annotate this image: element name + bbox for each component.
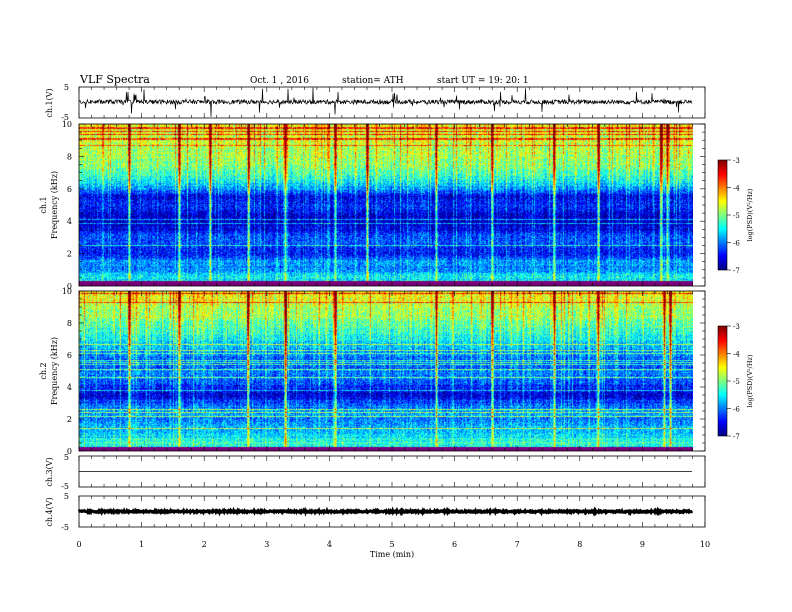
frequency-tick-label: 4 [67, 217, 72, 226]
time-tick-label: 9 [640, 540, 645, 549]
time-tick-label: 0 [76, 540, 81, 549]
frequency-tick-label: 6 [67, 185, 72, 194]
date-label: Oct. 1 , 2016 [250, 76, 309, 86]
ch2-spectrogram-ylabel-frequency: Frequency (kHz) [50, 337, 59, 405]
ch3-ytick-top: 5 [64, 453, 69, 462]
ch1-colorbar [718, 160, 727, 270]
frequency-tick-label: 0 [67, 282, 72, 291]
ch1-waveform-panel: 5 -5 ch.1(V) [45, 83, 706, 122]
frequency-tick-label: 0 [67, 447, 72, 456]
ch4-waveform-ticks [78, 496, 706, 527]
ch4-waveform-ylabel: ch.4(V) [45, 497, 54, 526]
ch1-waveform-ticks [78, 87, 706, 118]
ch4-waveform-panel: 5 -5 ch.4(V) [45, 492, 706, 532]
figure-title: VLF Spectra [79, 73, 150, 86]
time-tick-label: 10 [700, 540, 710, 549]
ch1-spectrogram-ylabel-frequency: Frequency (kHz) [50, 171, 59, 239]
frequency-tick-label: 6 [67, 351, 72, 360]
ch2-frequency-ticks: 0 2 4 6 8 10 [62, 287, 705, 456]
frequency-tick-label: 4 [67, 383, 72, 392]
colorbar-tick-label: -7 [733, 433, 740, 441]
ch2-spectrogram-xticks [78, 291, 706, 451]
ch3-ytick-bottom: -5 [61, 482, 69, 491]
colorbar-tick-label: -4 [733, 351, 740, 359]
ch1-ytick-top: 5 [64, 83, 69, 92]
colorbar-tick-label: -6 [733, 406, 740, 414]
station-label: station= ATH [342, 76, 404, 86]
ch1-colorbar-ticks: -3 -4 -5 -6 -7 [727, 157, 740, 275]
ch2-colorbar-ticks: -3 -4 -5 -6 -7 [727, 323, 740, 441]
time-tick-label: 6 [452, 540, 457, 549]
ch2-colorbar [718, 326, 727, 436]
ch1-waveform-trace [79, 87, 693, 117]
colorbar-tick-label: -7 [733, 267, 740, 275]
time-tick-label: 7 [515, 540, 520, 549]
time-tick-label: 5 [389, 540, 394, 549]
ch1-spectrogram-image [79, 124, 693, 286]
start-time-label: start UT = 19: 20: 1 [437, 76, 529, 86]
colorbar-tick-label: -3 [733, 157, 740, 165]
time-tick-label: 8 [577, 540, 582, 549]
ch3-waveform-panel: 5 -5 ch.3(V) [45, 453, 706, 491]
ch3-waveform-ylabel: ch.3(V) [45, 457, 54, 486]
ch4-waveform-trace [77, 506, 694, 517]
ch1-spectrogram-xticks [78, 124, 706, 286]
time-tick-label: 3 [264, 540, 269, 549]
ch4-ytick-top: 5 [64, 492, 69, 501]
colorbar-tick-label: -3 [733, 323, 740, 331]
ch2-colorbar-label: log(PSD)(V²/Hz) [746, 354, 754, 407]
time-tick-label: 4 [327, 540, 332, 549]
time-axis-tick-labels: 0 1 2 3 4 5 6 7 8 9 10 [76, 540, 710, 549]
ch1-frequency-ticks: 0 2 4 6 8 10 [62, 120, 705, 291]
colorbar-tick-label: -6 [733, 240, 740, 248]
time-axis-label: Time (min) [370, 550, 414, 559]
frequency-tick-label: 2 [67, 415, 72, 424]
ch3-waveform-ticks [78, 456, 706, 487]
frequency-tick-label: 8 [67, 152, 72, 161]
ch1-spectrogram-ylabel-channel: ch.1 [39, 196, 48, 213]
colorbar-tick-label: -4 [733, 185, 740, 193]
ch1-ytick-bottom: -5 [61, 113, 69, 122]
frequency-tick-label: 2 [67, 250, 72, 259]
ch2-spectrogram-ylabel-channel: ch.2 [39, 362, 48, 379]
time-tick-label: 1 [139, 540, 144, 549]
colorbar-tick-label: -5 [733, 378, 740, 386]
ch4-ytick-bottom: -5 [61, 523, 69, 532]
colorbar-tick-label: -5 [733, 212, 740, 220]
frequency-tick-label: 10 [62, 120, 72, 129]
frequency-tick-label: 10 [62, 287, 72, 296]
frequency-tick-label: 8 [67, 319, 72, 328]
ch1-waveform-ylabel: ch.1(V) [45, 88, 54, 117]
time-tick-label: 2 [202, 540, 207, 549]
ch2-spectrogram-image [79, 291, 693, 451]
ch1-colorbar-label: log(PSD)(V²/Hz) [746, 188, 754, 241]
